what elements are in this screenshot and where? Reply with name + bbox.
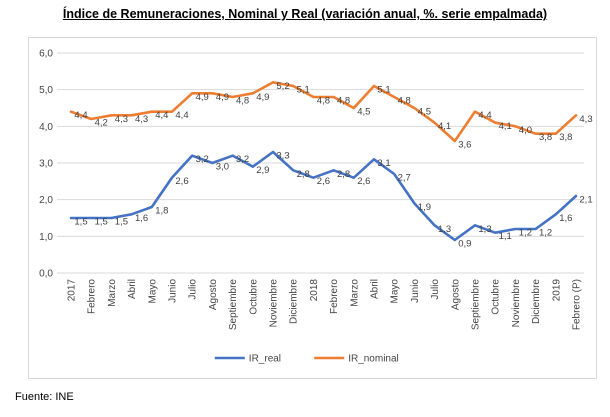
- y-tick-label: 4,0: [39, 122, 53, 133]
- x-tick-label: Febrero: [329, 279, 340, 314]
- data-label-ir_real: 1,3: [478, 224, 491, 235]
- x-tick-label: Junio: [410, 279, 421, 303]
- data-label-ir_nominal: 4,5: [418, 107, 431, 118]
- data-label-ir_real: 2,8: [297, 169, 310, 180]
- x-tick-label: Mayo: [147, 279, 158, 304]
- data-label-ir_nominal: 4,8: [317, 96, 330, 107]
- data-label-ir_real: 1,2: [539, 228, 552, 239]
- data-label-ir_real: 2,6: [317, 176, 330, 187]
- data-label-ir_real: 2,6: [175, 176, 188, 187]
- x-tick-label: Octubre: [491, 279, 502, 315]
- data-label-ir_nominal: 4,9: [256, 92, 269, 103]
- data-label-ir_nominal: 4,3: [135, 114, 148, 125]
- data-label-ir_real: 2,1: [579, 195, 592, 206]
- x-tick-label: Diciembre: [531, 279, 542, 324]
- x-tick-label: Septiembre: [228, 279, 239, 331]
- x-tick-label: 2017: [67, 279, 78, 302]
- data-label-ir_real: 1,2: [519, 228, 532, 239]
- data-label-ir_real: 2,9: [256, 165, 269, 176]
- data-label-ir_nominal: 4,4: [175, 110, 188, 121]
- x-tick-label: Octubre: [248, 279, 259, 315]
- data-label-ir_real: 2,6: [357, 176, 370, 187]
- data-label-ir_real: 1,5: [74, 217, 87, 228]
- x-tick-label: Marzo: [107, 279, 118, 307]
- x-tick-label: Marzo: [349, 279, 360, 307]
- remunerations-chart: 0,0 1,0 2,0 3,0 4,0 5,0 6,0 2017 Febrero Marzo Abr…: [39, 49, 593, 365]
- x-tick-label: Febrero: [87, 279, 98, 314]
- x-tick-label: Julio: [430, 279, 441, 300]
- data-label-ir_real: 3,0: [216, 162, 229, 173]
- data-label-ir_nominal: 4,8: [337, 96, 350, 107]
- data-label-ir_real: 1,9: [418, 202, 431, 213]
- data-label-ir_nominal: 4,8: [398, 96, 411, 107]
- data-label-ir_nominal: 4,1: [438, 121, 451, 132]
- data-label-ir_nominal: 5,1: [377, 85, 390, 96]
- data-label-ir_nominal: 4,4: [478, 110, 491, 121]
- y-tick-label: 2,0: [39, 195, 53, 206]
- series-line-ir_real: [69, 150, 578, 242]
- data-label-ir_nominal: 4,5: [357, 107, 370, 118]
- data-label-ir_real: 2,7: [398, 173, 411, 184]
- series-line-ir_nominal: [69, 81, 578, 143]
- chart-area: 0,0 1,0 2,0 3,0 4,0 5,0 6,0 2017 Febrero Marzo Abr…: [28, 37, 597, 379]
- x-tick-label: Julio: [188, 279, 199, 300]
- x-tick-label: Diciembre: [289, 279, 300, 324]
- legend-label-ir_real: IR_real: [249, 354, 281, 365]
- data-label-ir_nominal: 4,4: [155, 110, 168, 121]
- data-label-ir_nominal: 4,0: [519, 125, 532, 136]
- data-label-ir_real: 3,1: [377, 158, 390, 169]
- data-label-ir_real: 1,8: [155, 206, 168, 217]
- data-label-ir_nominal: 4,2: [95, 118, 108, 129]
- x-tick-label: Noviembre: [269, 279, 280, 328]
- x-tick-label: Agosto: [208, 279, 219, 311]
- x-tick-label: Noviembre: [511, 279, 522, 328]
- x-tick-label: Febrero (P): [572, 279, 583, 330]
- data-label-ir_real: 1,3: [438, 224, 451, 235]
- data-label-ir_real: 2,8: [337, 169, 350, 180]
- data-label-ir_nominal: 4,4: [74, 110, 87, 121]
- data-label-ir_real: 3,2: [236, 154, 249, 165]
- data-label-ir_nominal: 4,3: [115, 114, 128, 125]
- data-label-ir_nominal: 3,8: [559, 132, 572, 143]
- legend-label-ir_nominal: IR_nominal: [348, 354, 399, 365]
- data-label-ir_nominal: 4,8: [236, 96, 249, 107]
- y-tick-label: 1,0: [39, 232, 53, 243]
- source-note: Fuente: INE: [15, 391, 74, 403]
- y-tick-label: 0,0: [39, 269, 53, 280]
- x-tick-label: Abril: [370, 279, 381, 299]
- x-tick-label: Mayo: [390, 279, 401, 304]
- chart-title: Índice de Remuneraciones, Nominal y Real…: [62, 7, 548, 21]
- data-label-ir_real: 1,5: [95, 217, 108, 228]
- data-label-ir_real: 0,9: [458, 239, 471, 250]
- x-tick-label: Septiembre: [471, 279, 482, 331]
- data-label-ir_nominal: 3,6: [458, 140, 471, 151]
- data-label-ir_real: 1,6: [559, 213, 572, 224]
- data-label-ir_real: 1,1: [499, 231, 512, 242]
- x-tick-label: Agosto: [450, 279, 461, 311]
- data-label-ir_real: 3,2: [196, 154, 209, 165]
- data-label-ir_nominal: 3,8: [539, 132, 552, 143]
- data-label-ir_nominal: 4,9: [196, 92, 209, 103]
- x-tick-label: 2019: [551, 279, 562, 302]
- y-tick-label: 6,0: [39, 49, 53, 60]
- data-label-ir_real: 3,3: [276, 151, 289, 162]
- y-tick-label: 5,0: [39, 85, 53, 96]
- x-tick-label: 2018: [309, 279, 320, 302]
- data-label-ir_nominal: 5,1: [297, 85, 310, 96]
- x-tick-label: Abril: [127, 279, 138, 299]
- y-tick-label: 3,0: [39, 159, 53, 170]
- data-label-ir_real: 1,6: [135, 213, 148, 224]
- data-label-ir_nominal: 5,2: [276, 81, 289, 92]
- data-label-ir_real: 1,5: [115, 217, 128, 228]
- x-tick-label: Junio: [168, 279, 179, 303]
- data-label-ir_nominal: 4,1: [499, 121, 512, 132]
- data-label-ir_nominal: 4,3: [579, 114, 592, 125]
- data-label-ir_nominal: 4,9: [216, 92, 229, 103]
